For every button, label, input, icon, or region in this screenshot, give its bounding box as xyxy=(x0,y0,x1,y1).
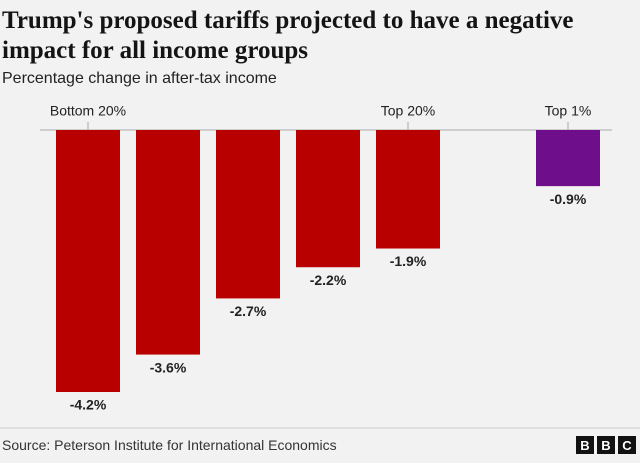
chart-title: Trump's proposed tariffs projected to ha… xyxy=(2,7,574,64)
source: Source: Peterson Institute for Internati… xyxy=(2,437,337,453)
value-label: -0.9% xyxy=(550,191,587,207)
bar xyxy=(136,130,200,355)
category-label: Top 20% xyxy=(381,103,435,119)
value-label: -3.6% xyxy=(150,359,187,375)
category-label: Top 1% xyxy=(545,103,592,119)
logo-letter: C xyxy=(618,436,636,454)
value-label: -2.2% xyxy=(310,272,347,288)
logo-letter: B xyxy=(597,436,615,454)
value-label: -2.7% xyxy=(230,303,267,319)
bar xyxy=(56,130,120,392)
category-label: Bottom 20% xyxy=(50,103,126,119)
bar xyxy=(296,130,360,268)
chart-subtitle: Percentage change in after-tax income xyxy=(2,70,277,87)
bar xyxy=(536,130,600,187)
logo-letter: B xyxy=(576,436,594,454)
value-label: -1.9% xyxy=(390,253,427,269)
bar xyxy=(376,130,440,249)
bar xyxy=(216,130,280,299)
value-label: -4.2% xyxy=(70,397,107,413)
logo: B B C xyxy=(576,436,636,454)
